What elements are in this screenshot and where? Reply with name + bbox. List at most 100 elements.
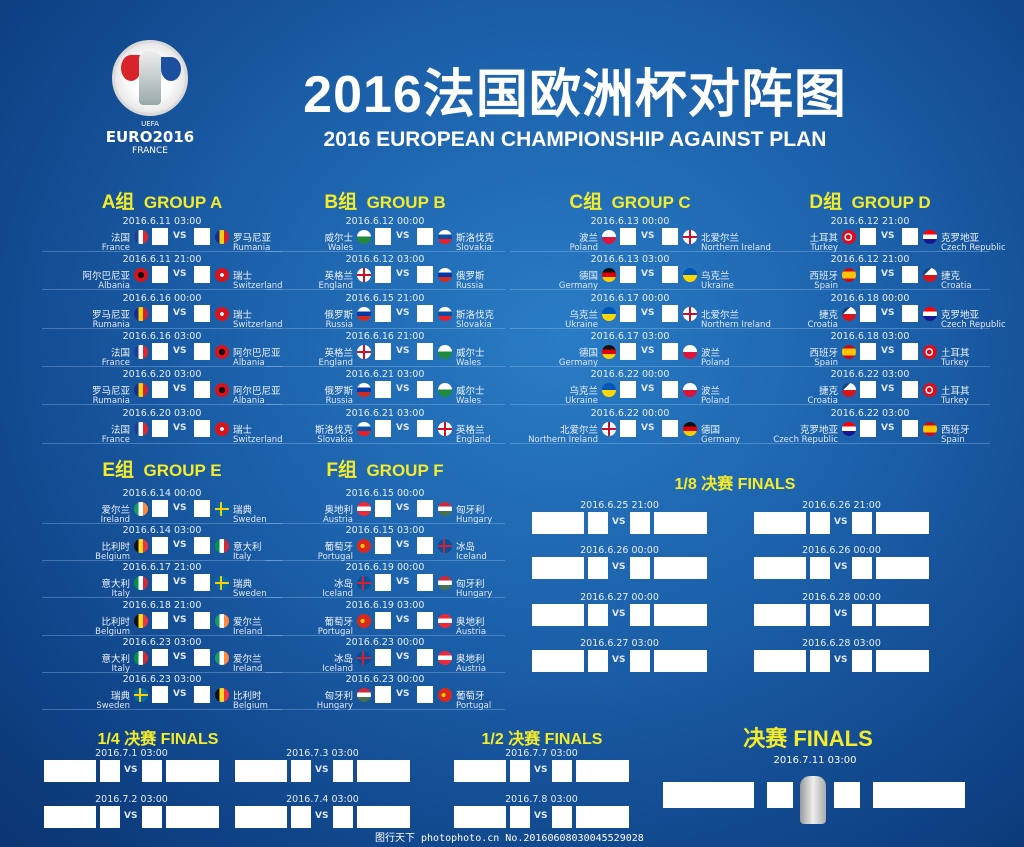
score-box-1[interactable]	[810, 604, 830, 626]
home-score-box[interactable]	[375, 500, 391, 517]
score-box-2[interactable]	[552, 760, 572, 782]
home-score-box[interactable]	[375, 419, 391, 437]
away-score-box[interactable]	[417, 381, 433, 399]
away-score-box[interactable]	[417, 266, 433, 284]
team-box-1[interactable]	[754, 604, 806, 626]
away-score-box[interactable]	[662, 266, 678, 284]
away-score-box[interactable]	[902, 228, 918, 245]
score-box-1[interactable]	[291, 806, 311, 828]
home-score-box[interactable]	[375, 266, 391, 284]
team-box-1[interactable]	[44, 760, 96, 782]
team-box-1[interactable]	[532, 604, 584, 626]
away-score-box[interactable]	[194, 304, 210, 322]
home-score-box[interactable]	[152, 574, 168, 592]
score-box-2[interactable]	[852, 604, 872, 626]
away-score-box[interactable]	[194, 419, 210, 437]
away-score-box[interactable]	[194, 686, 210, 703]
team-box-2[interactable]	[654, 650, 707, 672]
home-score-box[interactable]	[375, 228, 391, 245]
score-box-1[interactable]	[810, 512, 830, 534]
home-score-box[interactable]	[375, 611, 391, 629]
team-box-2[interactable]	[876, 650, 929, 672]
score-box-2[interactable]	[630, 557, 650, 579]
home-score-box[interactable]	[375, 381, 391, 399]
home-score-box[interactable]	[152, 537, 168, 555]
team-box-1[interactable]	[754, 650, 806, 672]
score-box-1[interactable]	[588, 557, 608, 579]
team-box-1[interactable]	[235, 760, 287, 782]
score-box-2[interactable]	[333, 760, 353, 782]
score-box-2[interactable]	[552, 806, 572, 828]
away-score-box[interactable]	[902, 419, 918, 437]
away-score-box[interactable]	[194, 611, 210, 629]
away-score-box[interactable]	[417, 648, 433, 666]
team-box-2[interactable]	[576, 806, 629, 828]
home-score-box[interactable]	[860, 381, 876, 399]
team-box-1[interactable]	[532, 557, 584, 579]
away-score-box[interactable]	[662, 419, 678, 437]
team-box-2[interactable]	[166, 760, 219, 782]
score-box-1[interactable]	[100, 806, 120, 828]
home-score-box[interactable]	[620, 419, 636, 437]
final-score-2[interactable]	[834, 782, 860, 808]
score-box-1[interactable]	[810, 650, 830, 672]
home-score-box[interactable]	[620, 381, 636, 399]
score-box-1[interactable]	[588, 650, 608, 672]
score-box-2[interactable]	[630, 650, 650, 672]
away-score-box[interactable]	[194, 574, 210, 592]
score-box-2[interactable]	[142, 806, 162, 828]
score-box-2[interactable]	[852, 557, 872, 579]
final-team-1[interactable]	[663, 782, 754, 808]
away-score-box[interactable]	[417, 228, 433, 245]
team-box-1[interactable]	[44, 806, 96, 828]
home-score-box[interactable]	[375, 686, 391, 703]
away-score-box[interactable]	[662, 304, 678, 322]
team-box-1[interactable]	[532, 512, 584, 534]
home-score-box[interactable]	[152, 686, 168, 703]
team-box-2[interactable]	[654, 557, 707, 579]
team-box-1[interactable]	[754, 512, 806, 534]
score-box-2[interactable]	[630, 512, 650, 534]
team-box-2[interactable]	[876, 604, 929, 626]
team-box-2[interactable]	[876, 512, 929, 534]
score-box-2[interactable]	[852, 512, 872, 534]
away-score-box[interactable]	[417, 537, 433, 555]
away-score-box[interactable]	[194, 648, 210, 666]
away-score-box[interactable]	[194, 266, 210, 284]
home-score-box[interactable]	[152, 266, 168, 284]
score-box-1[interactable]	[510, 806, 530, 828]
score-box-1[interactable]	[588, 604, 608, 626]
away-score-box[interactable]	[902, 342, 918, 360]
home-score-box[interactable]	[152, 342, 168, 360]
home-score-box[interactable]	[152, 381, 168, 399]
score-box-2[interactable]	[142, 760, 162, 782]
away-score-box[interactable]	[417, 500, 433, 517]
final-score-1[interactable]	[767, 782, 793, 808]
score-box-1[interactable]	[510, 760, 530, 782]
team-box-2[interactable]	[654, 604, 707, 626]
away-score-box[interactable]	[194, 500, 210, 517]
home-score-box[interactable]	[620, 342, 636, 360]
team-box-2[interactable]	[876, 557, 929, 579]
home-score-box[interactable]	[860, 304, 876, 322]
score-box-1[interactable]	[291, 760, 311, 782]
team-box-2[interactable]	[654, 512, 707, 534]
home-score-box[interactable]	[375, 342, 391, 360]
home-score-box[interactable]	[860, 342, 876, 360]
final-team-2[interactable]	[873, 782, 965, 808]
away-score-box[interactable]	[662, 381, 678, 399]
away-score-box[interactable]	[194, 381, 210, 399]
team-box-2[interactable]	[357, 760, 410, 782]
home-score-box[interactable]	[152, 648, 168, 666]
score-box-2[interactable]	[630, 604, 650, 626]
score-box-2[interactable]	[852, 650, 872, 672]
home-score-box[interactable]	[152, 304, 168, 322]
away-score-box[interactable]	[417, 304, 433, 322]
team-box-1[interactable]	[454, 760, 506, 782]
home-score-box[interactable]	[152, 611, 168, 629]
team-box-1[interactable]	[754, 557, 806, 579]
home-score-box[interactable]	[375, 537, 391, 555]
away-score-box[interactable]	[417, 342, 433, 360]
home-score-box[interactable]	[375, 648, 391, 666]
away-score-box[interactable]	[417, 686, 433, 703]
